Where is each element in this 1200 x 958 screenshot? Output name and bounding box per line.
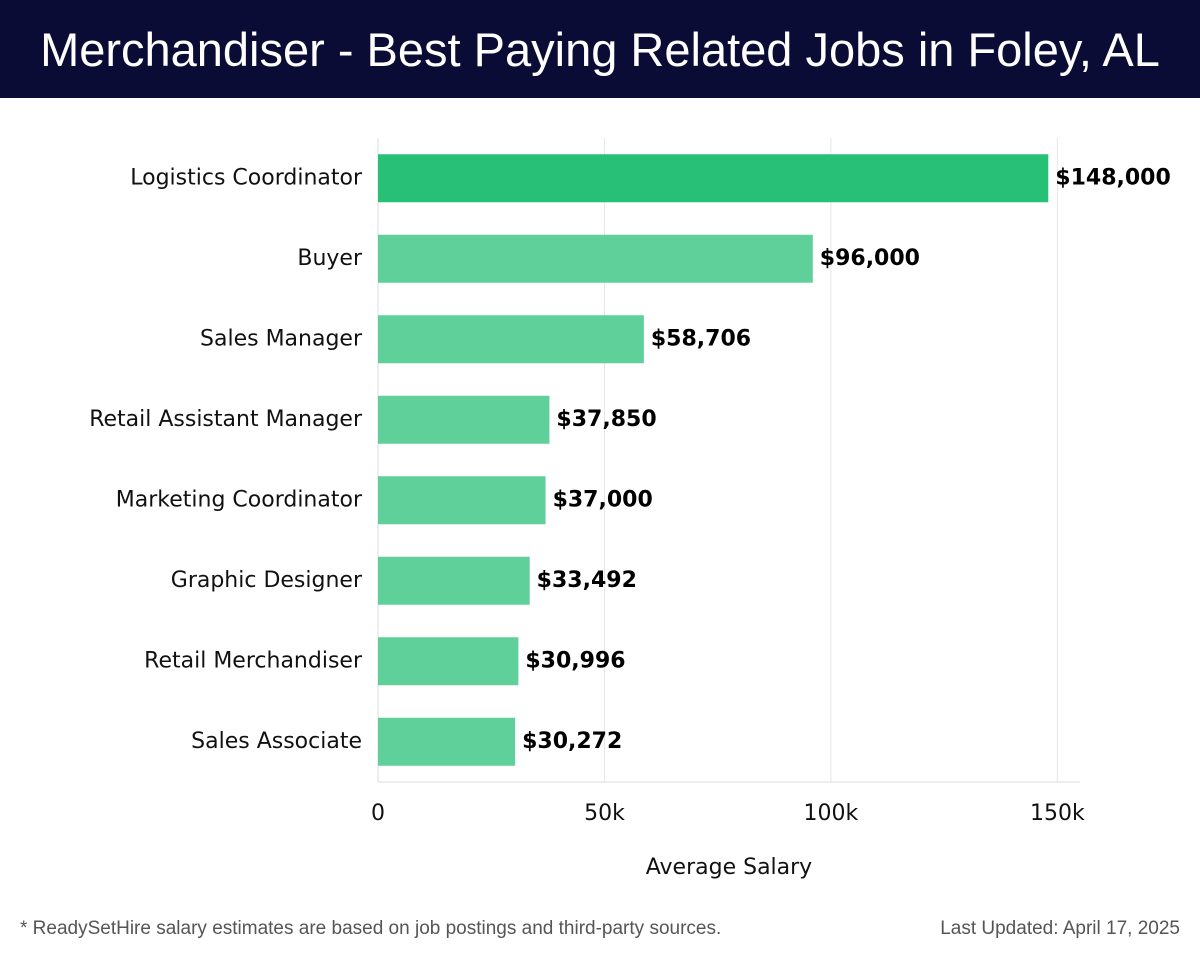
category-label: Retail Merchandiser [144,648,363,673]
x-axis-title: Average Salary [646,855,812,880]
bar-1 [378,154,1049,203]
category-label: Retail Assistant Manager [89,407,363,432]
chart-header: Merchandiser - Best Paying Related Jobs … [0,0,1200,98]
value-label: $33,492 [537,568,637,593]
category-label: Sales Manager [200,326,363,351]
bar-3 [378,315,644,364]
value-label: $58,706 [651,326,751,351]
bar-4 [378,395,550,444]
value-label: $37,000 [553,487,653,512]
footer-last-updated: Last Updated: April 17, 2025 [940,918,1180,939]
bar-5 [378,476,546,525]
value-label: $148,000 [1055,165,1171,190]
x-tick-label: 50k [584,801,625,826]
value-label: $96,000 [820,246,920,271]
category-label: Marketing Coordinator [116,487,363,512]
footer-disclaimer: * ReadySetHire salary estimates are base… [20,918,722,939]
value-label: $30,272 [522,729,622,754]
x-tick-label: 0 [371,801,385,826]
value-label: $37,850 [556,407,656,432]
category-label: Graphic Designer [171,568,363,593]
bar-7 [378,637,519,686]
bar-2 [378,234,813,283]
x-tick-label: 150k [1030,801,1085,826]
bar-8 [378,717,516,766]
category-label: Logistics Coordinator [130,165,363,190]
bar-6 [378,556,530,605]
page-title: Merchandiser - Best Paying Related Jobs … [40,22,1160,76]
value-label: $30,996 [525,648,625,673]
category-label: Buyer [297,246,363,271]
x-tick-label: 100k [804,801,859,826]
category-label: Sales Associate [191,729,362,754]
salary-bar-chart: Logistics Coordinator $148,000 Buyer $96,00… [89,138,1171,880]
